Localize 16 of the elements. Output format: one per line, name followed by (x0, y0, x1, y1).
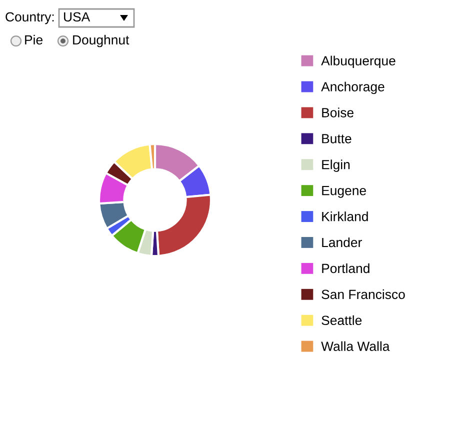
text: Doughnut (73, 34, 130, 48)
legend-label: Walla Walla (321, 341, 390, 351)
text: USA (64, 12, 90, 22)
legend-label: Elgin (322, 160, 350, 172)
legend-label: Seattle (322, 315, 362, 326)
legend-label: Lander (322, 237, 362, 248)
text: Pie (25, 34, 42, 45)
legend-label: Portland (322, 263, 370, 274)
legend-label: Anchorage (321, 82, 384, 94)
legend-label: Butte (322, 134, 352, 144)
legend-label: Boise (322, 108, 354, 118)
text: Country: (6, 12, 54, 24)
legend-label: Kirkland (322, 212, 368, 222)
legend-label: Albuquerque (321, 56, 396, 68)
legend-label: San Francisco (322, 289, 405, 300)
legend-label: Eugene (322, 186, 366, 198)
